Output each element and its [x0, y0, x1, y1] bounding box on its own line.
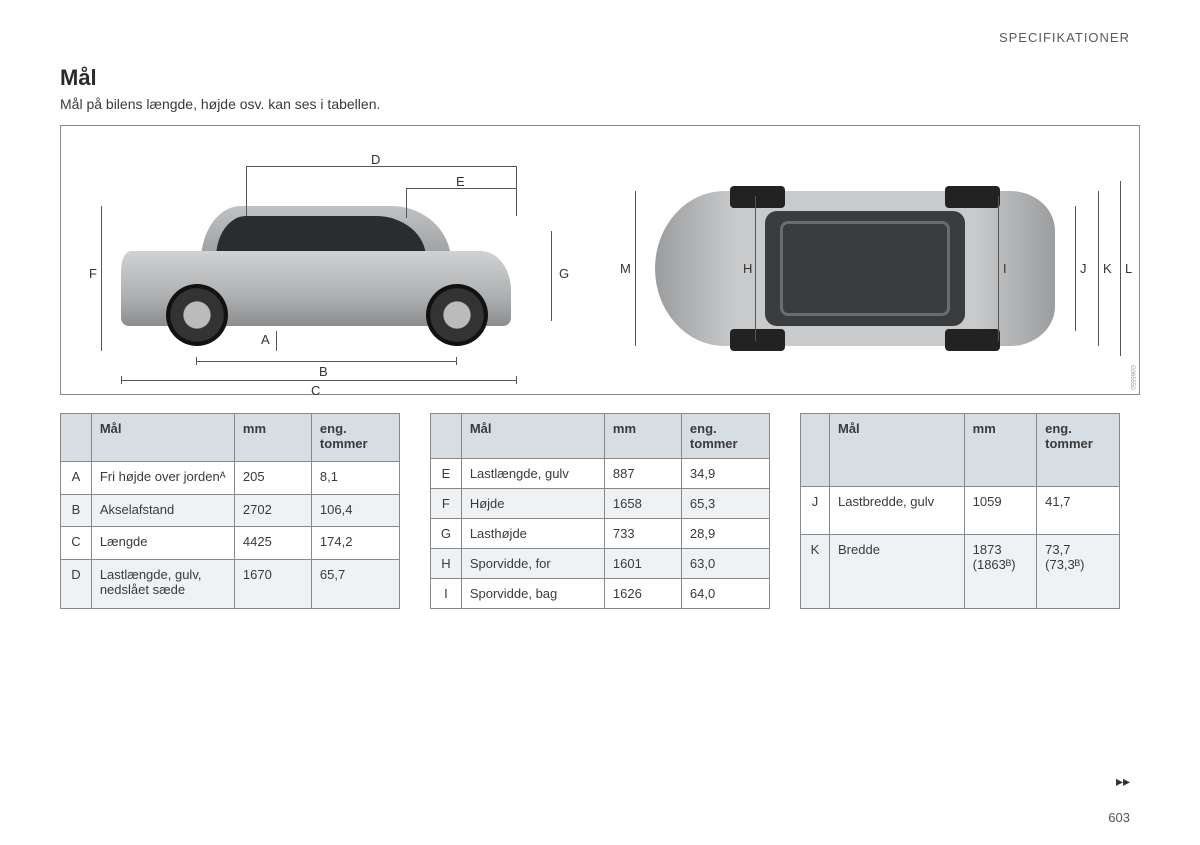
- table-row: I Sporvidde, bag 1626 64,0: [431, 578, 770, 608]
- table-row: D Lastlængde, gulv, nedslået sæde 1670 6…: [61, 559, 400, 608]
- continue-marker: ▸▸: [1116, 773, 1130, 790]
- diagram-reference-id: G065550: [1129, 365, 1135, 390]
- dim-label-d: D: [371, 152, 380, 167]
- dim-label-k: K: [1103, 261, 1112, 276]
- th-mal: Mål: [461, 413, 604, 458]
- dim-label-l: L: [1125, 261, 1132, 276]
- th-inch: eng. tommer: [681, 413, 769, 458]
- dim-label-m: M: [620, 261, 631, 276]
- dim-label-c: C: [311, 383, 320, 398]
- table-row: C Længde 4425 174,2: [61, 527, 400, 560]
- th-mm: mm: [604, 413, 681, 458]
- table-row: G Lasthøjde 733 28,9: [431, 518, 770, 548]
- table-row: K Bredde 1873 (1863ᴮ) 73,7 (73,3ᴮ): [801, 535, 1120, 608]
- car-top-illustration: [655, 191, 1055, 346]
- dim-label-g: G: [559, 266, 569, 281]
- th-mal: Mål: [91, 413, 234, 462]
- table-row: B Akselafstand 2702 106,4: [61, 494, 400, 527]
- dim-label-a: A: [261, 332, 270, 347]
- table-row: H Sporvidde, for 1601 63,0: [431, 548, 770, 578]
- table-row: A Fri højde over jordenᴬ 205 8,1: [61, 462, 400, 495]
- page-title: Mål: [60, 65, 1140, 91]
- table-row: F Højde 1658 65,3: [431, 488, 770, 518]
- dimension-diagram: F G D E A B C: [60, 125, 1140, 395]
- th-inch: eng. tommer: [311, 413, 399, 462]
- page-subtitle: Mål på bilens længde, højde osv. kan ses…: [60, 95, 420, 115]
- th-mm: mm: [964, 413, 1037, 486]
- page-number: 603: [1108, 810, 1130, 825]
- dim-label-e: E: [456, 174, 465, 189]
- side-view: F G D E A B C: [71, 136, 590, 384]
- section-header: SPECIFIKATIONER: [999, 30, 1130, 45]
- dimension-tables: Mål mm eng. tommer A Fri højde over jord…: [60, 413, 1140, 609]
- dim-label-f: F: [89, 266, 97, 281]
- dim-label-b: B: [319, 364, 328, 379]
- dim-label-i: I: [1003, 261, 1007, 276]
- dimension-table-1: Mål mm eng. tommer A Fri højde over jord…: [60, 413, 400, 609]
- table-row: J Lastbredde, gulv 1059 41,7: [801, 486, 1120, 535]
- car-side-illustration: [121, 211, 511, 346]
- dim-label-j: J: [1080, 261, 1087, 276]
- top-view: M H I J K L: [610, 136, 1129, 384]
- table-row: E Lastlængde, gulv 887 34,9: [431, 458, 770, 488]
- dim-label-h: H: [743, 261, 752, 276]
- th-inch: eng. tommer: [1037, 413, 1120, 486]
- dimension-table-3: Mål mm eng. tommer J Lastbredde, gulv 10…: [800, 413, 1120, 609]
- dimension-table-2: Mål mm eng. tommer E Lastlængde, gulv 88…: [430, 413, 770, 609]
- th-mal: Mål: [830, 413, 965, 486]
- th-mm: mm: [234, 413, 311, 462]
